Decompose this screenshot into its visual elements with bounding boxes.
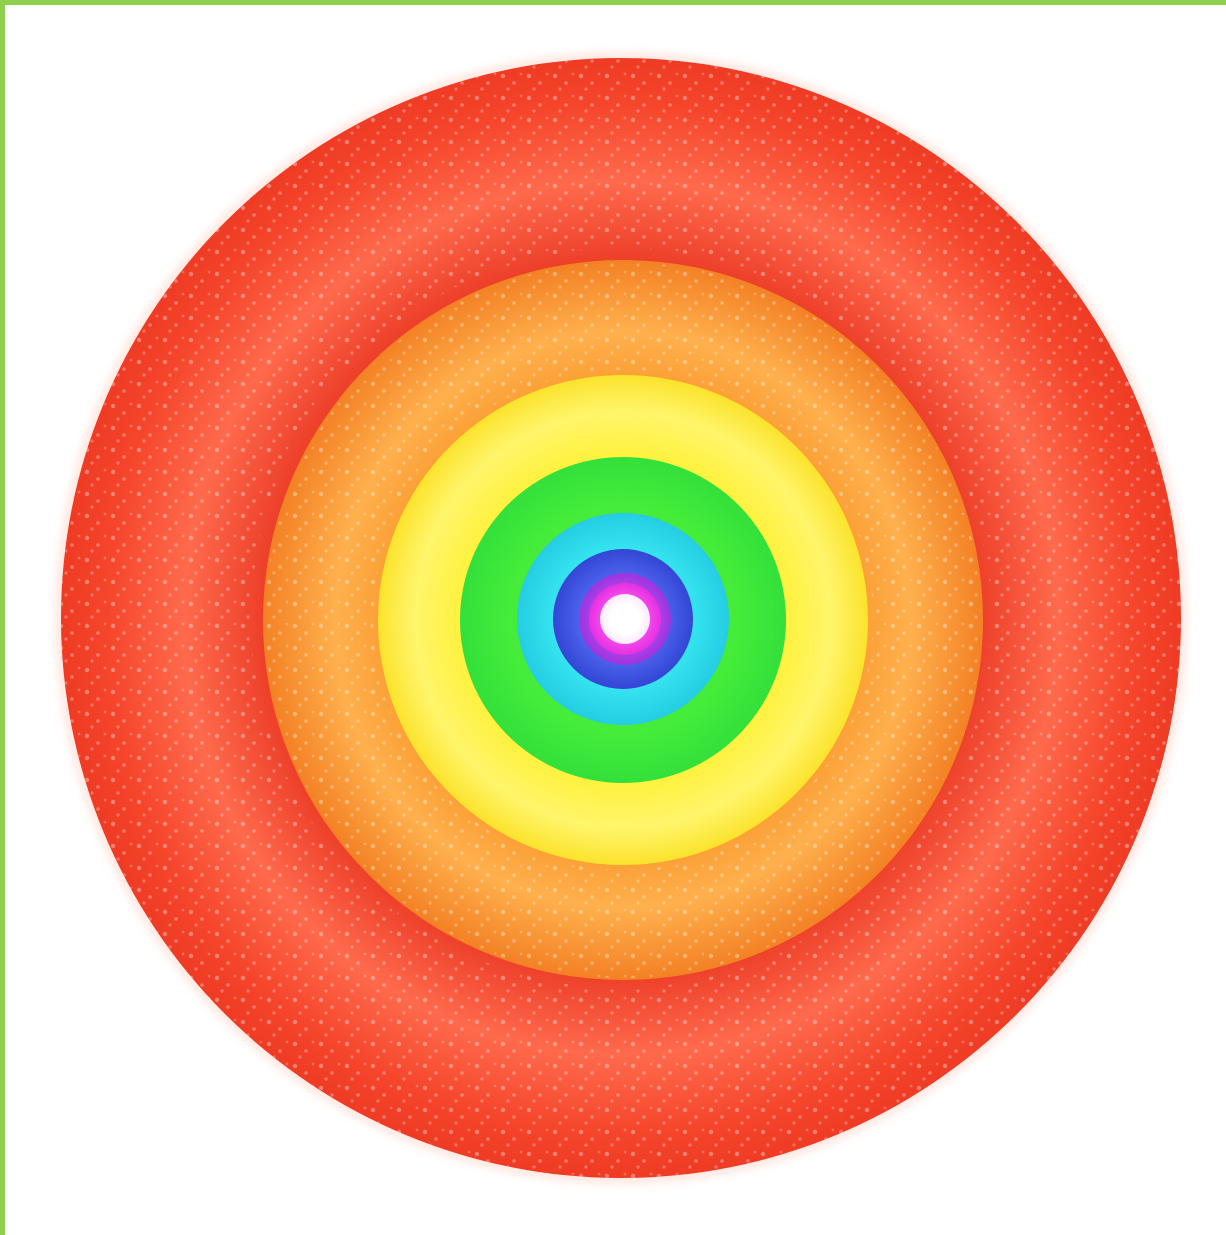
center-dot xyxy=(600,594,650,644)
rainbow-target-illustration xyxy=(5,5,1226,1235)
